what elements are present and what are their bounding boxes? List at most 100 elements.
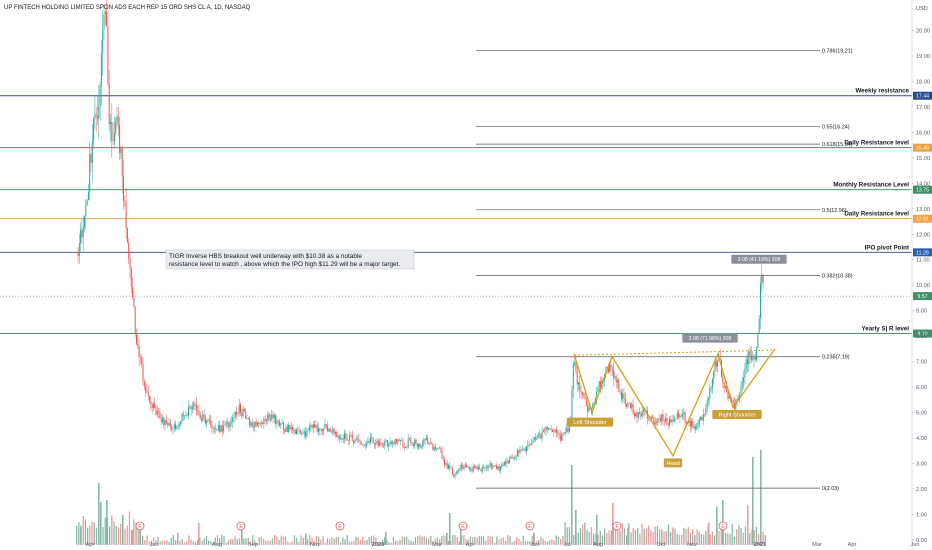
volume-bar <box>456 537 458 545</box>
candle-body <box>113 133 115 142</box>
candle-body <box>458 468 460 472</box>
candle-body <box>171 426 173 429</box>
earnings-icon[interactable] <box>236 521 246 531</box>
candle-body <box>184 415 186 417</box>
candle-body <box>377 440 379 446</box>
volume-bar <box>720 527 722 545</box>
candle-body <box>524 448 526 452</box>
volume-bar <box>483 536 485 545</box>
volume-bar <box>190 539 192 545</box>
candle-body <box>327 425 329 432</box>
volume-bar <box>637 527 639 545</box>
volume-bar <box>403 537 406 545</box>
candle-body <box>219 425 221 433</box>
x-tick-label: Mar <box>812 542 822 548</box>
volume-bar <box>133 519 135 545</box>
volume-bar <box>346 535 348 545</box>
earnings-icon[interactable] <box>335 521 345 531</box>
volume-bar <box>564 522 566 545</box>
candle-body <box>212 428 214 429</box>
volume-bar <box>132 529 134 545</box>
volume-bar <box>238 538 241 545</box>
candle-body <box>334 431 336 435</box>
volume-bar <box>612 502 614 545</box>
candle-body <box>116 116 118 122</box>
sr-line-label: Yearly S| R level <box>862 326 910 333</box>
candle-body <box>376 440 378 444</box>
candle-body <box>384 440 386 447</box>
volume-bar <box>601 535 604 545</box>
candle-body <box>654 421 656 425</box>
volume-bar <box>384 536 386 545</box>
current-price-tag <box>913 292 932 301</box>
candle-body <box>533 437 535 441</box>
volume-bar <box>436 537 439 545</box>
earnings-icon[interactable] <box>718 521 728 531</box>
candle-body <box>217 425 219 431</box>
volume-bar <box>282 536 285 545</box>
volume-bar <box>175 539 177 545</box>
candle-body <box>266 419 267 421</box>
volume-bar <box>373 535 375 545</box>
candle-body <box>722 376 724 382</box>
volume-bar <box>553 540 555 545</box>
volume-bar <box>458 541 461 545</box>
candle-body <box>562 433 564 436</box>
volume-bar <box>685 528 687 545</box>
volume-bar <box>725 532 727 545</box>
volume-bar <box>472 537 474 545</box>
candle-body <box>86 199 88 206</box>
candle-body <box>370 437 371 443</box>
candle-body <box>610 364 612 369</box>
candle-body <box>598 381 600 388</box>
volume-bar <box>476 537 478 545</box>
candle-body <box>94 114 96 119</box>
candle-body <box>321 429 323 432</box>
volume-bar <box>716 506 718 545</box>
volume-bar <box>500 538 502 545</box>
volume-bar <box>344 539 346 545</box>
candle-body <box>528 444 530 446</box>
earnings-icon[interactable] <box>525 521 535 531</box>
candle-body <box>579 382 581 392</box>
candle-body <box>620 392 622 400</box>
volume-bar <box>571 464 573 545</box>
candle-body <box>164 420 166 426</box>
volume-bar <box>355 537 357 545</box>
candle-body <box>515 456 517 458</box>
volume-bar <box>529 541 531 545</box>
candle-body <box>383 445 384 447</box>
candle-body <box>251 422 253 427</box>
earnings-icon[interactable] <box>458 521 468 531</box>
candle-body <box>151 404 153 408</box>
volume-bar <box>520 541 522 545</box>
candle-body <box>714 360 716 372</box>
volume-bar <box>324 542 326 545</box>
candle-body <box>402 440 404 448</box>
candle-body <box>481 467 483 472</box>
currency-label: USD <box>916 6 928 12</box>
volume-bar <box>568 527 571 545</box>
candle-body <box>104 11 106 15</box>
ihs-label-box <box>566 417 614 427</box>
volume-bar <box>131 530 133 545</box>
x-tick-label: Sep <box>248 542 258 548</box>
candle-body <box>243 408 245 412</box>
volume-bar <box>419 535 421 545</box>
candle-body <box>663 420 665 422</box>
annotation-note[interactable]: TIGR Inverse HBS breakout well underway … <box>165 249 415 270</box>
volume-bar <box>414 537 417 545</box>
earnings-icon[interactable] <box>135 521 145 531</box>
volume-bar <box>368 537 370 545</box>
candle-body <box>120 148 122 153</box>
earnings-icon[interactable] <box>612 521 622 531</box>
candle-body <box>754 356 756 360</box>
candle-body <box>328 428 330 432</box>
candle-body <box>583 394 585 396</box>
candle-body <box>726 386 728 393</box>
fib-label: 0.618(15.54) <box>822 142 853 148</box>
candle-body <box>626 403 628 407</box>
candle-body <box>87 192 89 200</box>
price-series <box>77 0 764 480</box>
